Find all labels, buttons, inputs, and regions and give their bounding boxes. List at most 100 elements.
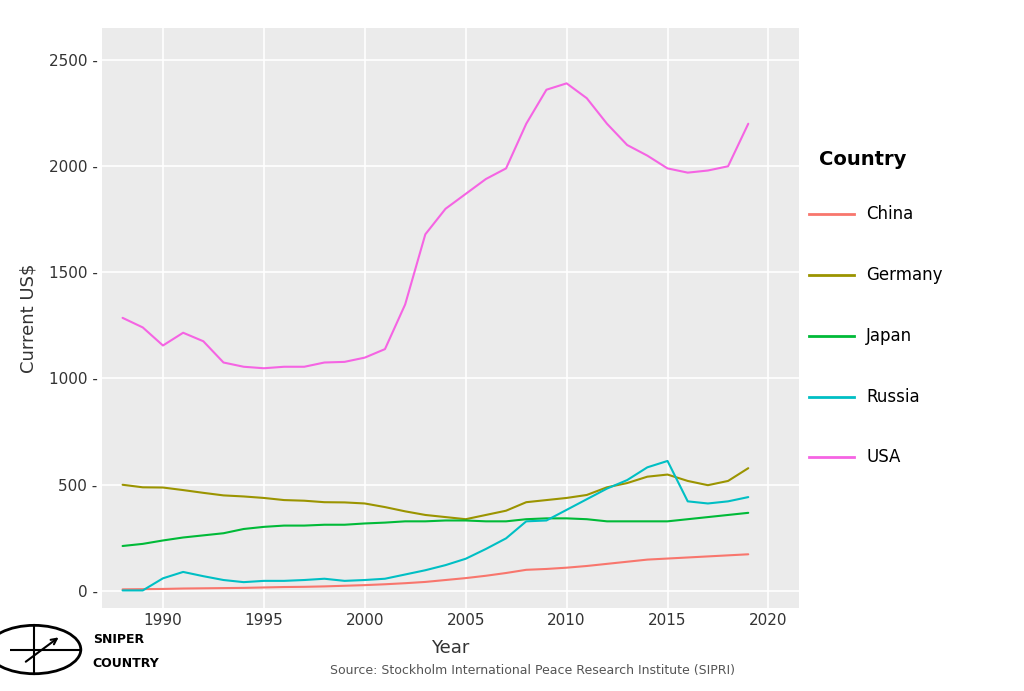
Line: Japan: Japan [123, 513, 749, 546]
Russia [621, 476, 633, 484]
Russia [500, 534, 512, 542]
China [641, 556, 653, 564]
China [419, 578, 431, 586]
Russia [136, 586, 148, 594]
Germany [701, 481, 714, 489]
Russia [157, 574, 169, 583]
China [479, 571, 492, 580]
Text: USA: USA [866, 448, 901, 466]
Russia [560, 506, 572, 514]
Text: COUNTRY: COUNTRY [93, 657, 160, 670]
Germany [177, 486, 189, 494]
Russia [662, 457, 674, 465]
USA [439, 205, 452, 213]
China [742, 550, 755, 558]
Japan [520, 515, 532, 523]
USA [541, 86, 553, 94]
USA [136, 323, 148, 332]
Germany [560, 494, 572, 502]
USA [742, 120, 755, 128]
Germany [157, 484, 169, 492]
China [157, 585, 169, 593]
Russia [117, 586, 129, 594]
Line: Russia: Russia [123, 461, 749, 590]
Text: SNIPER: SNIPER [93, 633, 144, 645]
Russia [399, 570, 412, 578]
Line: Germany: Germany [123, 468, 749, 519]
Germany [379, 503, 391, 511]
Russia [217, 576, 229, 584]
China [722, 551, 734, 560]
Germany [520, 498, 532, 507]
USA [358, 354, 371, 362]
Japan [419, 517, 431, 525]
USA [601, 120, 613, 128]
USA [399, 301, 412, 309]
China [662, 554, 674, 562]
Germany [258, 494, 270, 502]
Russia [198, 572, 210, 580]
China [339, 582, 351, 590]
Germany [500, 507, 512, 515]
Russia [460, 555, 472, 563]
Text: China: China [866, 205, 913, 223]
Germany [136, 483, 148, 491]
China [136, 585, 148, 594]
Germany [662, 471, 674, 479]
China [238, 584, 250, 592]
Japan [298, 522, 310, 530]
Japan [541, 514, 553, 522]
Germany [318, 498, 331, 507]
Germany [581, 491, 593, 499]
Russia [298, 576, 310, 584]
Germany [601, 483, 613, 491]
USA [379, 345, 391, 353]
Russia [520, 517, 532, 525]
China [117, 585, 129, 594]
Text: Germany: Germany [866, 266, 943, 284]
USA [701, 167, 714, 175]
Japan [439, 516, 452, 524]
Russia [318, 575, 331, 583]
China [318, 583, 331, 591]
USA [298, 363, 310, 371]
Japan [662, 517, 674, 525]
Germany [621, 479, 633, 487]
Japan [500, 517, 512, 525]
Japan [177, 533, 189, 542]
Japan [601, 517, 613, 525]
Text: Country: Country [819, 150, 906, 169]
USA [581, 94, 593, 102]
Germany [399, 507, 412, 515]
Japan [399, 517, 412, 525]
Line: China: China [123, 554, 749, 589]
Germany [641, 473, 653, 481]
USA [198, 337, 210, 346]
Russia [419, 566, 431, 574]
USA [479, 175, 492, 183]
Russia [479, 545, 492, 553]
Japan [641, 517, 653, 525]
Japan [157, 536, 169, 545]
USA [460, 190, 472, 198]
China [379, 580, 391, 589]
Germany [117, 481, 129, 489]
Russia [701, 500, 714, 508]
USA [117, 314, 129, 322]
Russia [358, 576, 371, 584]
Japan [479, 517, 492, 525]
Japan [318, 520, 331, 529]
USA [238, 363, 250, 371]
Japan [117, 542, 129, 550]
Russia [682, 498, 694, 506]
Japan [358, 520, 371, 528]
Germany [682, 477, 694, 485]
USA [520, 120, 532, 128]
Russia [641, 463, 653, 471]
China [439, 576, 452, 584]
Germany [298, 497, 310, 505]
Russia [177, 568, 189, 576]
China [278, 583, 290, 591]
X-axis label: Year: Year [431, 639, 470, 657]
Germany [722, 477, 734, 485]
